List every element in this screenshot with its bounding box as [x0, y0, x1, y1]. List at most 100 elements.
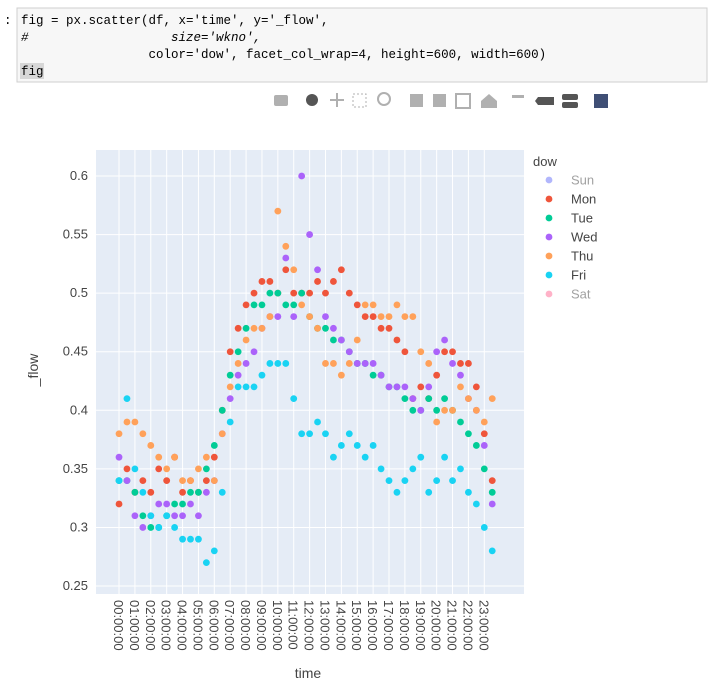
legend-label[interactable]: Sat	[571, 287, 591, 302]
data-point	[123, 395, 131, 402]
data-point	[480, 442, 488, 449]
data-point	[131, 465, 139, 473]
data-point	[242, 324, 250, 332]
data-point	[155, 453, 163, 461]
data-point	[171, 453, 179, 461]
data-point	[417, 406, 425, 414]
data-point	[353, 336, 361, 344]
data-point	[139, 477, 147, 484]
data-point	[187, 535, 194, 543]
data-point	[457, 383, 464, 391]
legend-marker[interactable]	[545, 233, 553, 241]
data-point	[274, 289, 282, 297]
legend-marker[interactable]	[545, 176, 553, 184]
plotly-logo[interactable]	[594, 94, 608, 108]
data-point	[488, 477, 496, 484]
legend-marker[interactable]	[545, 195, 553, 203]
data-point	[441, 336, 448, 344]
data-point	[417, 453, 425, 461]
data-point	[163, 465, 171, 473]
modebar-button[interactable]	[274, 95, 288, 106]
data-point	[306, 430, 314, 438]
data-point	[115, 430, 123, 438]
data-point	[123, 465, 131, 473]
data-point	[409, 313, 417, 320]
data-point	[298, 172, 306, 180]
legend-marker[interactable]	[545, 271, 553, 279]
data-point	[226, 371, 234, 379]
code-cell[interactable]	[16, 7, 708, 83]
data-point	[409, 406, 417, 414]
legend-label[interactable]: Mon	[571, 192, 596, 207]
data-point	[330, 278, 337, 285]
data-point	[401, 348, 409, 356]
legend-marker[interactable]	[545, 252, 553, 260]
data-point	[202, 477, 210, 484]
modebar-button[interactable]	[455, 93, 471, 109]
data-point	[393, 301, 401, 309]
x-tick-label: 23:00:00	[476, 600, 491, 651]
data-point	[226, 348, 234, 356]
data-point	[131, 418, 139, 426]
modebar-button[interactable]	[352, 93, 367, 108]
x-tick-label: 18:00:00	[397, 600, 412, 651]
data-point	[314, 278, 321, 285]
data-point	[441, 406, 448, 414]
plot: 0.25 0.3 0.35 0.4 0.45 0.5 0.55 0.6 00:00:00 01:0…	[63, 150, 524, 651]
data-point	[377, 465, 385, 473]
data-point	[322, 289, 329, 297]
data-point	[131, 488, 139, 496]
legend-label[interactable]: Fri	[571, 268, 586, 283]
data-point	[274, 313, 282, 320]
data-point	[393, 383, 401, 391]
legend-label[interactable]: Sun	[571, 173, 594, 188]
data-point	[488, 395, 496, 402]
legend-label[interactable]: Thu	[571, 249, 593, 264]
x-tick-label: 17:00:00	[381, 600, 396, 651]
data-point	[401, 383, 409, 391]
data-point	[139, 512, 147, 520]
data-point	[274, 207, 282, 215]
data-point	[425, 395, 433, 402]
modebar-button[interactable]	[410, 94, 423, 107]
modebar-button[interactable]	[306, 94, 318, 106]
data-point	[210, 547, 218, 555]
data-point	[480, 524, 488, 531]
data-point	[337, 336, 345, 344]
modebar-button[interactable]	[433, 94, 446, 107]
data-point	[480, 430, 488, 438]
data-point	[385, 313, 393, 320]
data-point	[139, 488, 147, 496]
data-point	[433, 371, 441, 379]
data-point	[147, 524, 155, 531]
data-point	[155, 524, 163, 531]
data-point	[314, 266, 321, 274]
data-point	[441, 395, 448, 402]
data-point	[155, 500, 163, 508]
data-point	[250, 383, 258, 391]
data-point	[242, 360, 250, 367]
modebar-button[interactable]	[330, 93, 344, 107]
data-point	[242, 301, 250, 309]
modebar-button[interactable]	[512, 95, 524, 98]
legend-label[interactable]: Tue	[571, 211, 593, 226]
x-tick-label: 07:00:00	[222, 600, 237, 651]
data-point	[393, 336, 401, 344]
data-point	[465, 430, 472, 438]
legend-marker[interactable]	[545, 290, 553, 298]
modebar-button[interactable]	[535, 97, 554, 105]
legend-marker[interactable]	[545, 214, 553, 222]
data-point	[385, 324, 393, 332]
data-point	[449, 406, 456, 414]
legend-label[interactable]: Wed	[571, 230, 598, 245]
modebar-button[interactable]	[481, 94, 497, 108]
modebar-button[interactable]	[377, 92, 391, 106]
modebar-button[interactable]	[562, 94, 578, 100]
data-point	[202, 488, 210, 496]
modebar-button[interactable]	[562, 102, 578, 108]
data-point	[377, 371, 385, 379]
data-point	[330, 324, 337, 332]
data-point	[234, 324, 242, 332]
x-tick-label: 09:00:00	[254, 600, 269, 651]
data-point	[139, 430, 147, 438]
